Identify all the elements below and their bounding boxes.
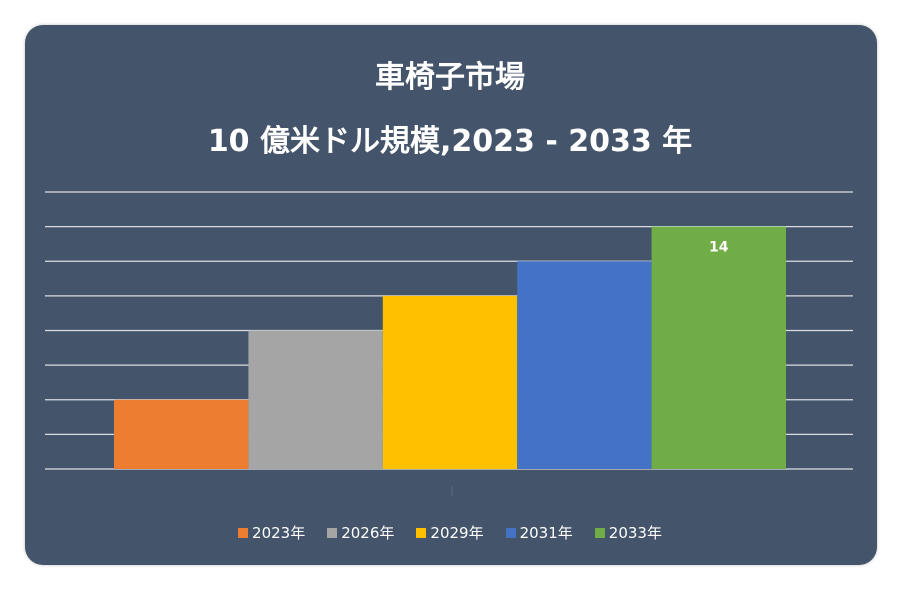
bar-2023年 <box>114 399 249 469</box>
legend: 2023年 2026年 2029年 2031年 2033年 <box>0 522 900 543</box>
chart-title: 車椅子市場 <box>375 60 525 95</box>
bar-2031年 <box>517 261 652 469</box>
legend-label: 2031年 <box>519 524 573 542</box>
legend-label: 2023年 <box>252 524 306 542</box>
legend-swatch <box>238 527 249 538</box>
chart-subtitle: 10 億米ドル規模,2023 - 2033 年 <box>207 124 693 159</box>
legend-item: 2026年 <box>327 522 394 543</box>
legend-label: 2029年 <box>430 524 484 542</box>
data-label: 14 <box>709 240 729 256</box>
legend-item: 2029年 <box>416 522 484 543</box>
legend-label: 2026年 <box>341 524 395 542</box>
bar-2026年 <box>248 330 383 469</box>
legend-item: 2023年 <box>238 522 305 543</box>
legend-label: 2033年 <box>608 524 662 542</box>
legend-item: 2033年 <box>594 522 662 543</box>
bar-2033年 <box>651 226 786 469</box>
legend-swatch <box>416 527 427 538</box>
legend-swatch <box>327 527 338 538</box>
legend-item: 2031年 <box>505 522 573 543</box>
legend-swatch <box>594 527 605 538</box>
legend-swatch <box>505 527 516 538</box>
bar-2029年 <box>382 295 518 469</box>
